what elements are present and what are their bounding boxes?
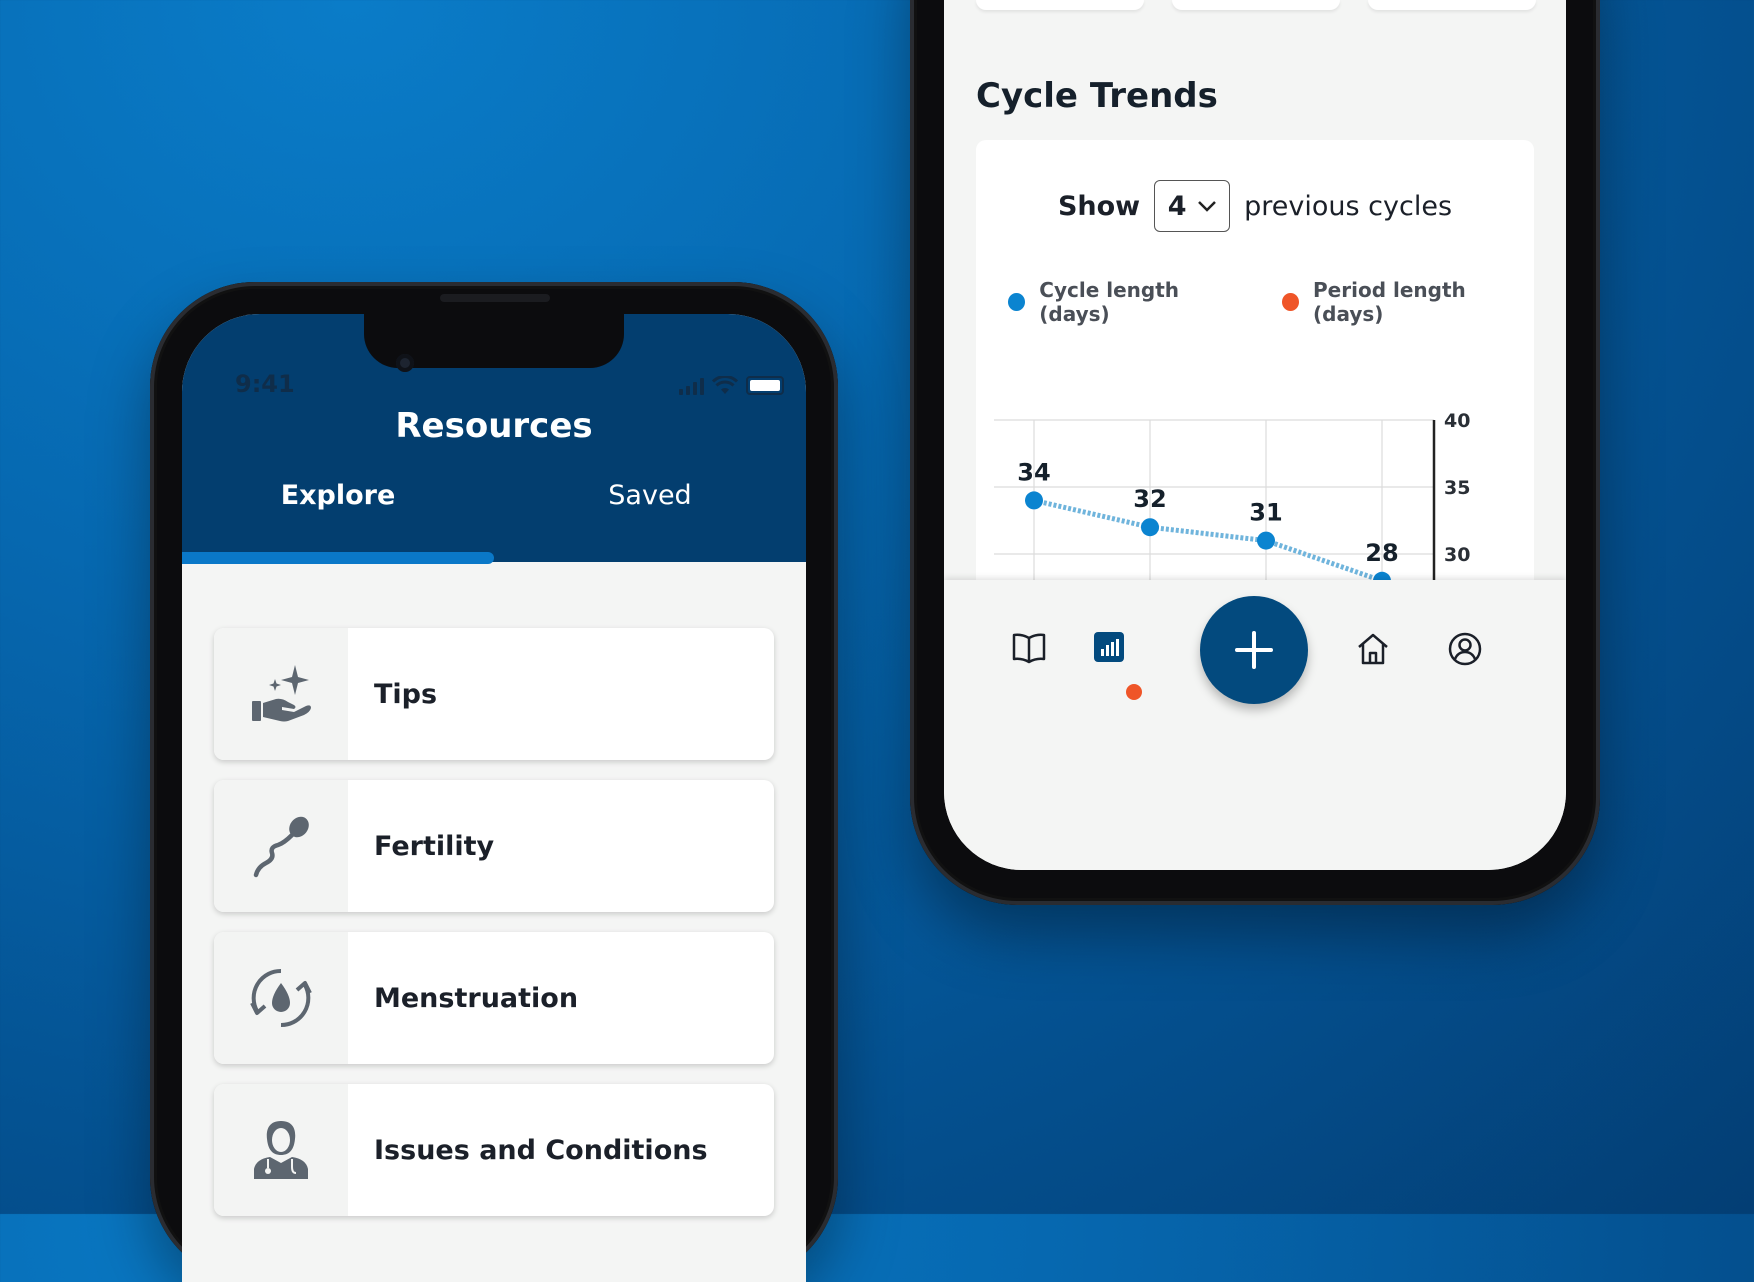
resource-card-menstruation[interactable]: Menstruation <box>214 932 774 1064</box>
tab-saved[interactable]: Saved <box>608 480 692 511</box>
chart-legend: Cycle length (days) Period length (days) <box>1008 278 1534 326</box>
data-label: 32 <box>1133 485 1166 513</box>
resource-card-fertility[interactable]: Fertility <box>214 780 774 912</box>
active-indicator-dot <box>1126 684 1142 700</box>
phone-right: Cycle Trends Show 4 previous cycles Cycl… <box>910 0 1600 905</box>
front-camera <box>396 354 414 372</box>
legend-swatch-cycle <box>1008 293 1026 311</box>
legend-swatch-period <box>1281 293 1300 311</box>
sperm-icon <box>253 816 309 878</box>
data-point <box>1141 518 1159 537</box>
resources-screen: 9:41 Resources Explore Saved <box>182 314 806 1282</box>
cycle-trends-screen: Cycle Trends Show 4 previous cycles Cycl… <box>944 0 1566 870</box>
resource-label: Issues and Conditions <box>374 1134 708 1166</box>
data-label: 34 <box>1017 458 1050 486</box>
battery-icon <box>746 376 784 395</box>
tab-indicator <box>182 552 494 564</box>
resource-label: Fertility <box>374 830 495 862</box>
data-label: 28 <box>1365 539 1398 567</box>
home-icon[interactable] <box>1356 632 1390 666</box>
legend-label-cycle: Cycle length (days) <box>1039 278 1180 326</box>
top-chip-row <box>976 0 1536 10</box>
phone-left: 9:41 Resources Explore Saved <box>150 282 838 1282</box>
select-value: 4 <box>1167 190 1187 222</box>
y-tick-label: 30 <box>1444 544 1470 566</box>
phone-speaker <box>440 294 550 302</box>
resource-card-tips[interactable]: Tips <box>214 628 774 760</box>
legend-label-period: Period length (days) <box>1313 278 1466 326</box>
profile-icon[interactable] <box>1448 632 1482 666</box>
filter-prefix: Show <box>1057 190 1141 222</box>
tab-explore[interactable]: Explore <box>280 480 396 511</box>
wifi-icon <box>712 376 738 394</box>
y-tick-label: 40 <box>1444 410 1470 432</box>
resource-card-issues[interactable]: Issues and Conditions <box>214 1084 774 1216</box>
status-icons <box>679 376 784 395</box>
page-title: Resources <box>395 406 593 446</box>
legend-item-period: Period length (days) <box>1281 278 1534 326</box>
status-time: 9:41 <box>235 370 295 398</box>
resource-label: Menstruation <box>374 982 579 1014</box>
section-title: Cycle Trends <box>976 76 1218 116</box>
data-label: 31 <box>1249 499 1282 527</box>
chevron-down-icon <box>1197 201 1216 212</box>
series-line <box>1033 497 1383 584</box>
cycle-count-select[interactable]: 4 <box>1154 180 1231 232</box>
chart-icon[interactable] <box>1094 632 1124 662</box>
data-point <box>1257 531 1275 550</box>
filter-suffix: previous cycles <box>1244 190 1453 222</box>
book-icon[interactable] <box>1012 632 1046 664</box>
plus-icon <box>1235 631 1273 669</box>
hand-sparkles-icon <box>252 665 311 722</box>
add-entry-button[interactable] <box>1200 596 1308 704</box>
legend-item-cycle: Cycle length (days) <box>1008 278 1248 326</box>
bottom-nav <box>944 580 1566 870</box>
signal-icon <box>679 377 704 395</box>
resource-label: Tips <box>374 678 438 710</box>
data-point <box>1025 491 1043 510</box>
cycle-filter-row: Show 4 previous cycles <box>976 180 1534 232</box>
y-tick-label: 35 <box>1444 477 1470 499</box>
cycle-drop-icon <box>250 968 312 1028</box>
doctor-icon <box>254 1121 308 1179</box>
cycle-trend-chart: 40353025201534323128 <box>994 410 1470 600</box>
